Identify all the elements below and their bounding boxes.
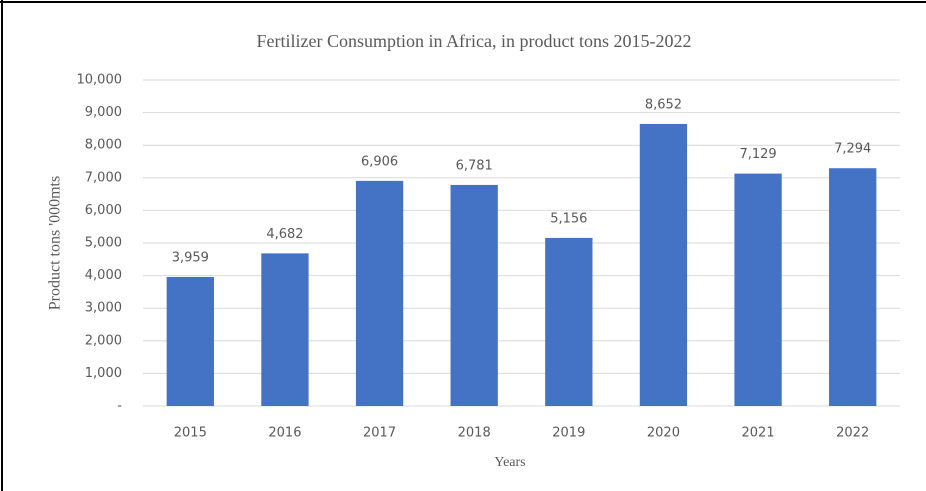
bar xyxy=(166,276,214,406)
data-label: 6,781 xyxy=(456,158,493,173)
y-tick-label: 10,000 xyxy=(77,73,123,88)
bar xyxy=(355,180,404,406)
y-tick-label: 6,000 xyxy=(85,203,122,218)
y-tick-label: 4,000 xyxy=(85,268,122,283)
data-label: 5,156 xyxy=(550,211,587,226)
y-tick-label: 2,000 xyxy=(85,333,122,348)
bar xyxy=(829,168,877,406)
bar xyxy=(545,237,593,406)
data-label: 7,129 xyxy=(739,147,776,162)
data-label: 4,682 xyxy=(266,227,303,242)
x-tick-label: 2017 xyxy=(363,426,396,441)
chart-title: Fertilizer Consumption in Africa, in pro… xyxy=(257,31,692,51)
bar xyxy=(261,253,309,406)
x-tick-label: 2021 xyxy=(742,426,775,441)
y-tick-label: 8,000 xyxy=(85,138,122,153)
y-tick-label: 3,000 xyxy=(85,301,122,316)
bar xyxy=(450,184,498,406)
data-label: 8,652 xyxy=(645,97,682,112)
bar xyxy=(639,123,688,407)
data-label: 3,959 xyxy=(172,250,209,265)
x-tick-label: 2016 xyxy=(268,426,301,441)
x-tick-label: 2019 xyxy=(552,426,585,441)
y-tick-label: 1,000 xyxy=(85,366,122,381)
y-tick-label: - xyxy=(117,399,122,414)
y-tick-label: 5,000 xyxy=(85,236,122,251)
bar xyxy=(734,173,782,406)
y-tick-label: 9,000 xyxy=(85,105,122,120)
x-tick-label: 2018 xyxy=(458,426,491,441)
x-tick-label: 2022 xyxy=(836,426,869,441)
x-tick-label: 2020 xyxy=(647,426,680,441)
data-label: 7,294 xyxy=(834,142,871,157)
data-label: 6,906 xyxy=(361,154,398,169)
y-axis-label: Product tons '000mts xyxy=(47,176,64,310)
y-tick-label: 7,000 xyxy=(85,170,122,185)
x-tick-label: 2015 xyxy=(174,426,207,441)
x-axis-label: Years xyxy=(494,455,525,470)
